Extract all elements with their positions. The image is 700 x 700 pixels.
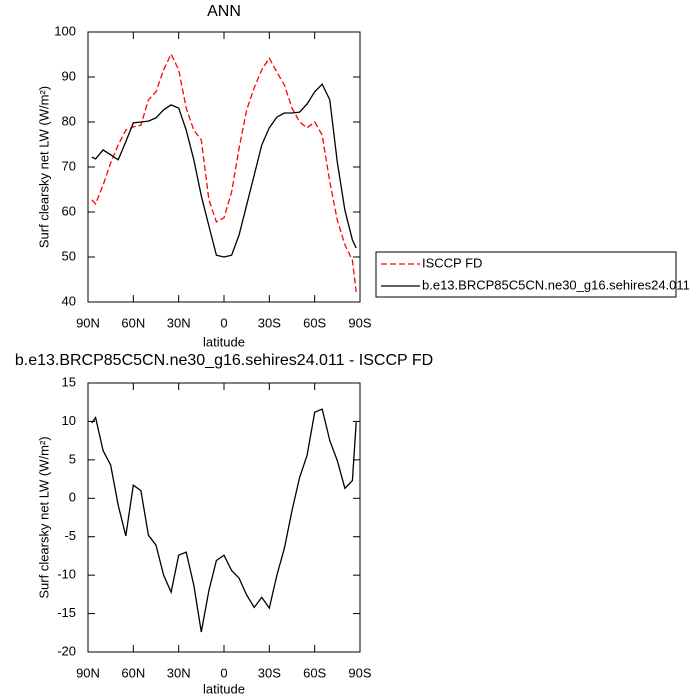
x-axis-label: latitude: [203, 334, 245, 349]
data-line: [91, 52, 357, 293]
y-tick-label: -5: [64, 528, 76, 543]
data-line: [91, 408, 357, 633]
x-axis-label: latitude: [203, 681, 245, 696]
y-tick-label: 10: [62, 413, 76, 428]
y-tick-label: 80: [62, 113, 76, 128]
data-line: [91, 83, 357, 258]
y-tick-label: -15: [57, 605, 76, 620]
x-tick-label: 90S: [348, 315, 371, 330]
x-tick-label: 90N: [76, 315, 100, 330]
y-tick-label: 0: [69, 490, 76, 505]
y-tick-label: 50: [62, 248, 76, 263]
x-tick-label: 30S: [258, 665, 281, 680]
x-tick-label: 90N: [76, 665, 100, 680]
y-tick-label: -10: [57, 567, 76, 582]
y-tick-label: 60: [62, 203, 76, 218]
y-tick-label: 15: [62, 374, 76, 389]
y-axis-label: Surf clearsky net LW (W/m²): [36, 86, 51, 248]
y-axis-label: Surf clearsky net LW (W/m²): [36, 436, 51, 598]
y-tick-label: 90: [62, 68, 76, 83]
x-tick-label: 30S: [258, 315, 281, 330]
x-tick-label: 60N: [121, 665, 145, 680]
x-tick-label: 90S: [348, 665, 371, 680]
plot-frame: [87, 31, 361, 303]
legend-label: ISCCP FD: [422, 255, 482, 270]
x-tick-label: 0: [220, 665, 227, 680]
y-tick-label: 70: [62, 158, 76, 173]
y-tick-label: 5: [69, 451, 76, 466]
x-tick-label: 60S: [303, 315, 326, 330]
chart-title: b.e13.BRCP85C5CN.ne30_g16.sehires24.011 …: [15, 352, 433, 369]
x-tick-label: 0: [220, 315, 227, 330]
chart-title: ANN: [207, 3, 241, 20]
y-tick-label: 100: [54, 23, 76, 38]
x-tick-label: 30N: [167, 315, 191, 330]
y-tick-label: -20: [57, 643, 76, 658]
legend-label: b.e13.BRCP85C5CN.ne30_g16.sehires24.011: [422, 277, 690, 292]
x-tick-label: 60S: [303, 665, 326, 680]
legend-box: [375, 251, 677, 298]
x-tick-label: 60N: [121, 315, 145, 330]
x-tick-label: 30N: [167, 665, 191, 680]
y-tick-label: 40: [62, 293, 76, 308]
